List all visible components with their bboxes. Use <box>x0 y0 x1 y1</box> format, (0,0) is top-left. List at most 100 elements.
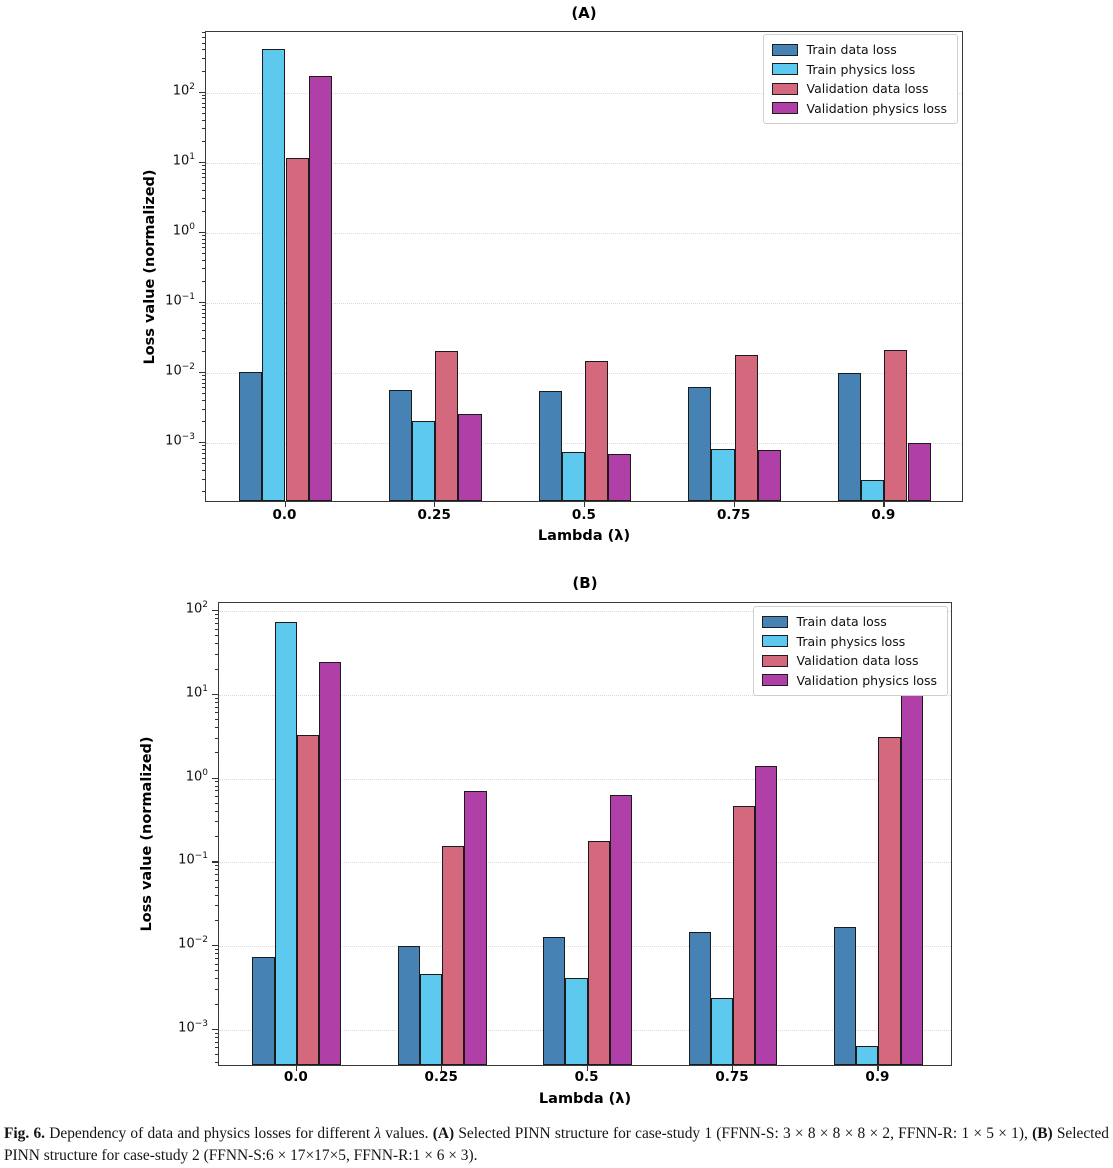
legend-label: Train data loss <box>796 614 887 630</box>
y-minor-tick-mark <box>201 37 205 39</box>
x-tick-mark <box>586 1066 588 1071</box>
y-tick-mark <box>199 231 205 234</box>
y-minor-tick-mark <box>214 701 218 703</box>
y-minor-tick-mark <box>214 810 218 812</box>
y-tick-mark <box>212 945 218 947</box>
gridline <box>206 442 962 444</box>
x-tick-label: 0.25 <box>424 1069 458 1085</box>
gridline <box>219 694 951 696</box>
legend: Train data loss Train physics loss Validat… <box>752 606 948 696</box>
legend-item: Train physics loss <box>761 632 937 652</box>
gridline <box>206 162 962 164</box>
legend-swatch-train-data-loss <box>771 43 798 56</box>
x-tick-label: 0.25 <box>417 507 451 523</box>
y-minor-tick-mark <box>214 869 218 871</box>
x-axis-label: Lambda (λ) <box>537 528 631 544</box>
y-tick-mark <box>199 161 205 163</box>
bar-train-data-loss <box>538 390 562 501</box>
x-tick-label: 0.5 <box>574 1069 599 1085</box>
y-minor-tick-mark <box>214 953 218 955</box>
legend-swatch-validation-physics-loss <box>761 674 788 687</box>
x-tick-label: 0.75 <box>716 507 751 523</box>
bar-train-data-loss <box>837 373 862 501</box>
y-minor-tick-mark <box>214 653 218 655</box>
y-tick-label: 10−2 <box>165 361 195 379</box>
y-minor-tick-mark <box>214 970 218 972</box>
y-minor-tick-mark <box>201 112 205 114</box>
y-minor-tick-mark <box>214 1062 218 1064</box>
y-tick-mark <box>199 371 205 374</box>
y-tick-label: 101 <box>185 683 208 701</box>
y-minor-tick-mark <box>201 387 205 389</box>
y-minor-tick-mark <box>201 247 205 249</box>
y-minor-tick-mark <box>201 408 205 410</box>
caption-segment: Fig. 6. <box>4 1125 46 1142</box>
bar-validation-physics-loss <box>609 794 632 1065</box>
y-minor-tick-mark <box>201 445 205 447</box>
bar-validation-physics-loss <box>608 453 632 501</box>
y-minor-tick-mark <box>214 948 218 950</box>
y-minor-tick-mark <box>201 128 205 130</box>
y-minor-tick-mark <box>214 752 218 754</box>
y-minor-tick-mark <box>214 988 218 990</box>
legend-item: Train data loss <box>761 612 937 632</box>
y-minor-tick-mark <box>214 697 218 699</box>
bar-validation-physics-loss <box>464 790 487 1065</box>
bar-validation-data-loss <box>587 840 610 1065</box>
x-axis-label: Lambda (λ) <box>538 1091 632 1107</box>
legend-item: Validation data loss <box>771 79 947 99</box>
y-minor-tick-mark <box>214 706 218 708</box>
y-tick-label: 102 <box>185 599 208 617</box>
y-tick-mark <box>212 693 218 696</box>
y-minor-tick-mark <box>214 958 218 960</box>
y-minor-tick-mark <box>214 1036 218 1038</box>
y-minor-tick-mark <box>201 280 205 282</box>
x-tick-mark <box>434 502 436 507</box>
y-tick-mark <box>199 301 205 304</box>
legend-label: Validation physics loss <box>806 100 947 116</box>
y-minor-tick-mark <box>201 210 205 212</box>
y-minor-tick-mark <box>214 785 218 787</box>
y-minor-tick-mark <box>214 712 218 714</box>
caption-segment: (A) <box>432 1125 455 1142</box>
legend-swatch-train-physics-loss <box>771 63 798 76</box>
y-minor-tick-mark <box>201 252 205 254</box>
y-minor-tick-mark <box>201 177 205 179</box>
gridline <box>219 610 951 612</box>
bar-validation-physics-loss <box>900 694 923 1065</box>
y-minor-tick-mark <box>214 718 218 720</box>
bar-train-data-loss <box>688 931 711 1065</box>
legend-label: Validation data loss <box>806 81 929 97</box>
legend-label: Train physics loss <box>796 633 906 649</box>
bar-train-physics-loss <box>861 479 885 501</box>
y-minor-tick-mark <box>214 727 218 729</box>
x-tick-label: 0.75 <box>715 1069 749 1085</box>
y-tick-label: 10−3 <box>178 1018 208 1036</box>
bar-validation-physics-loss <box>907 442 931 501</box>
y-minor-tick-mark <box>201 259 205 261</box>
gridline <box>219 946 951 948</box>
bar-train-physics-loss <box>412 421 436 501</box>
y-tick-mark <box>212 777 218 779</box>
plot-area <box>218 602 952 1066</box>
y-tick-mark <box>212 609 218 612</box>
y-minor-tick-mark <box>214 1054 218 1056</box>
x-tick-mark <box>441 1066 443 1071</box>
x-tick-label: 0.5 <box>571 507 596 523</box>
y-minor-tick-mark <box>214 1032 218 1034</box>
y-minor-tick-mark <box>201 350 205 352</box>
y-tick-mark <box>199 441 205 444</box>
legend-label: Validation data loss <box>796 653 919 669</box>
bar-train-physics-loss <box>711 449 735 501</box>
legend-swatch-validation-data-loss <box>771 82 798 95</box>
y-minor-tick-mark <box>214 836 218 838</box>
y-minor-tick-mark <box>201 392 205 394</box>
chart-title: (A) <box>571 4 597 22</box>
y-minor-tick-mark <box>214 886 218 888</box>
caption-segment: λ <box>374 1125 382 1142</box>
y-tick-label: 100 <box>172 221 195 239</box>
y-minor-tick-mark <box>214 894 218 896</box>
y-minor-tick-mark <box>214 737 218 739</box>
y-minor-tick-mark <box>201 420 205 422</box>
y-minor-tick-mark <box>214 790 218 792</box>
